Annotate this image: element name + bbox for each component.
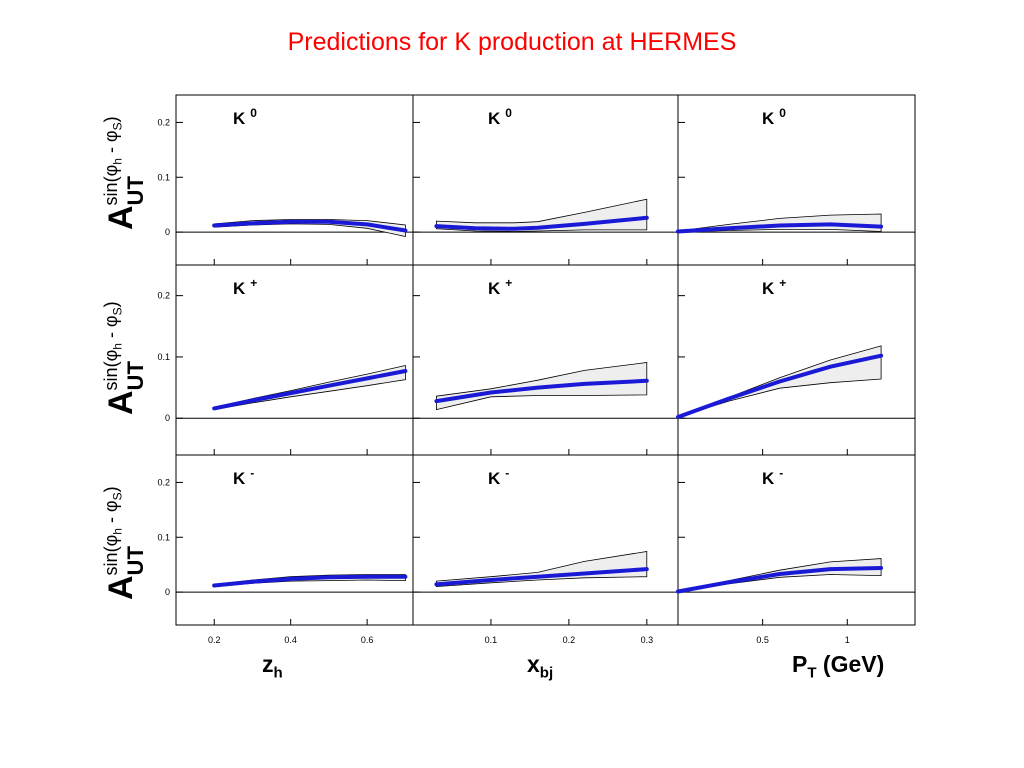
panel-kplus-xbj-particle-label: K +	[488, 276, 512, 298]
panel-kminus-pt-particle-label: K-	[762, 466, 783, 488]
panel-kplus-zh-particle-label: K +	[233, 276, 257, 298]
y-tick-label: 0	[165, 227, 170, 237]
y-tick-label: 0.2	[157, 477, 170, 487]
x-tick-label: 0.4	[284, 635, 297, 645]
y-tick-label: 0	[165, 587, 170, 597]
panel-kminus-zh-frame	[175, 454, 414, 626]
panel-k0-xbj-central-curve	[434, 215, 649, 231]
y-tick-label: 0.1	[157, 172, 170, 182]
x-tick-label: 0.6	[361, 635, 374, 645]
panel-kminus-xbj-central-curve	[434, 567, 649, 587]
panel-kplus-pt-central-curve	[676, 353, 884, 419]
x-tick-label: 1	[845, 635, 850, 645]
panel-kplus-xbj-central-curve	[434, 378, 649, 404]
panel-kminus-pt-central-curve	[676, 566, 884, 594]
y-tick-label: 0.1	[157, 532, 170, 542]
y-axis-label-k0: Asin(φh - φS) UT	[101, 116, 148, 230]
panel-k0-zh-central-curve	[212, 219, 408, 233]
panel-kplus-zh-frame	[175, 264, 414, 456]
panel-kminus-xbj-error-band	[436, 551, 648, 588]
page-title: Predictions for K production at HERMES	[287, 28, 737, 56]
panel-kplus-pt-particle-label: K +	[762, 276, 786, 298]
panel-k0-pt-frame	[677, 94, 916, 266]
panel-kminus-zh-particle-label: K-	[233, 466, 254, 488]
panel-k0-pt-central-curve	[676, 222, 884, 234]
panel-k0-zh-frame	[175, 94, 414, 266]
x-tick-label: 0.5	[756, 635, 769, 645]
panel-kminus-xbj-particle-label: K-	[488, 466, 509, 488]
x-tick-label: 0.2	[563, 635, 576, 645]
x-axis-label-pt: PT (GeV)	[792, 651, 885, 682]
x-tick-label: 0.2	[208, 635, 221, 645]
x-tick-label: 0.1	[485, 635, 498, 645]
y-tick-label: 0.2	[157, 291, 170, 301]
x-axis-label-zh: zh	[262, 651, 283, 682]
panel-kminus-zh-central-curve	[212, 574, 408, 588]
x-tick-label: 0.3	[641, 635, 654, 645]
panel-kminus-pt-frame	[677, 454, 916, 626]
panel-k0-xbj-frame	[412, 94, 679, 266]
y-axis-label-kplus: Asin(φh - φS) UT	[101, 301, 148, 415]
y-tick-label: 0	[165, 413, 170, 423]
y-tick-label: 0.1	[157, 352, 170, 362]
y-tick-label: 0.2	[157, 117, 170, 127]
panel-kplus-xbj-frame	[412, 264, 679, 456]
panel-kminus-xbj-frame	[412, 454, 679, 626]
panel-kplus-zh-central-curve	[212, 369, 408, 411]
x-axis-label-xbj: xbj	[527, 651, 554, 682]
y-axis-label-kminus: Asin(φh - φS) UT	[101, 486, 148, 600]
